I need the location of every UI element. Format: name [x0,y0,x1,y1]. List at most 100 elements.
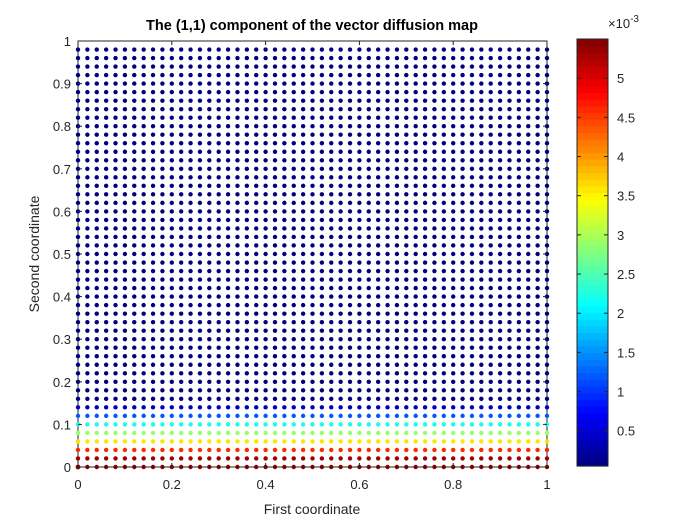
scatter-point [460,47,465,52]
scatter-point [375,328,381,333]
scatter-point [188,447,193,453]
scatter-point [103,422,109,427]
scatter-point [150,354,156,359]
scatter-point [347,217,353,223]
scatter-point [413,413,418,419]
scatter-point [329,260,334,265]
scatter-point [244,345,250,350]
scatter-point [451,319,456,325]
colorbar-band [577,72,608,80]
scatter-point [188,183,193,189]
colorbar-band [577,85,608,93]
scatter-point [216,456,221,461]
scatter-point [188,115,193,120]
scatter-point [394,209,400,214]
scatter-point [169,345,174,350]
scatter-point [160,243,165,248]
scatter-point [94,47,99,52]
scatter-point [488,166,493,171]
scatter-point [197,217,203,223]
scatter-point [535,345,540,350]
scatter-point [197,362,203,367]
scatter-point [85,345,90,350]
scatter-point [441,405,447,410]
scatter-point [225,115,231,120]
scatter-point [441,106,447,112]
scatter-point [357,209,362,214]
scatter-point [394,362,400,367]
scatter-point [526,124,531,129]
scatter-point [451,72,456,78]
colorbar-band [577,125,608,134]
scatter-point [235,64,240,69]
scatter-point [235,89,240,95]
scatter-point [385,456,390,461]
scatter-point [113,388,118,393]
scatter-point [225,294,231,299]
scatter-point [479,209,484,214]
scatter-point [207,183,212,189]
scatter-point [300,456,306,461]
scatter-point [394,388,400,393]
scatter-point [375,98,381,103]
scatter-point [235,371,240,376]
scatter-point [451,149,456,154]
scatter-point [404,217,409,223]
scatter-point [488,447,493,453]
scatter-point [347,311,353,316]
scatter-point [441,234,447,240]
scatter-point [132,311,137,316]
scatter-point [150,149,156,154]
scatter-point [132,243,137,248]
scatter-point [94,260,99,265]
scatter-point [188,209,193,214]
scatter-point [422,362,428,367]
scatter-point [516,217,522,223]
scatter-point [197,268,203,274]
scatter-point [178,106,184,112]
scatter-point [488,141,493,146]
scatter-point [544,47,550,52]
scatter-point [366,166,371,171]
scatter-point [357,72,362,78]
scatter-point [244,354,250,359]
scatter-point [272,98,278,103]
scatter-point [85,371,90,376]
scatter-point [254,413,259,419]
scatter-point [197,294,203,299]
scatter-point [94,277,99,282]
scatter-point [451,175,456,180]
scatter-point [113,64,118,69]
scatter-point [413,439,418,444]
scatter-point [291,285,296,291]
scatter-point [282,396,287,402]
scatter-point [460,396,465,402]
scatter-point [291,464,296,470]
scatter-point [178,260,184,265]
scatter-point [122,396,128,402]
scatter-point [516,158,522,163]
scatter-point [94,175,99,180]
scatter-point [535,396,540,402]
colorbar-band [577,279,608,287]
scatter-point [535,124,540,129]
scatter-point [169,268,174,274]
scatter-point [488,81,493,86]
scatter-point [497,217,503,223]
scatter-point [122,226,128,231]
scatter-point [385,294,390,299]
scatter-point [188,260,193,265]
colorbar-band [577,372,608,380]
scatter-point [347,200,353,206]
scatter-point [113,345,118,350]
scatter-point [282,141,287,146]
scatter-point [169,200,174,206]
colorbar-gradient [577,39,608,467]
scatter-point [300,362,306,367]
scatter-point [319,464,325,470]
scatter-point [132,268,137,274]
scatter-point [216,200,221,206]
scatter-point [329,337,334,342]
scatter-point [310,166,315,171]
scatter-point [188,456,193,461]
